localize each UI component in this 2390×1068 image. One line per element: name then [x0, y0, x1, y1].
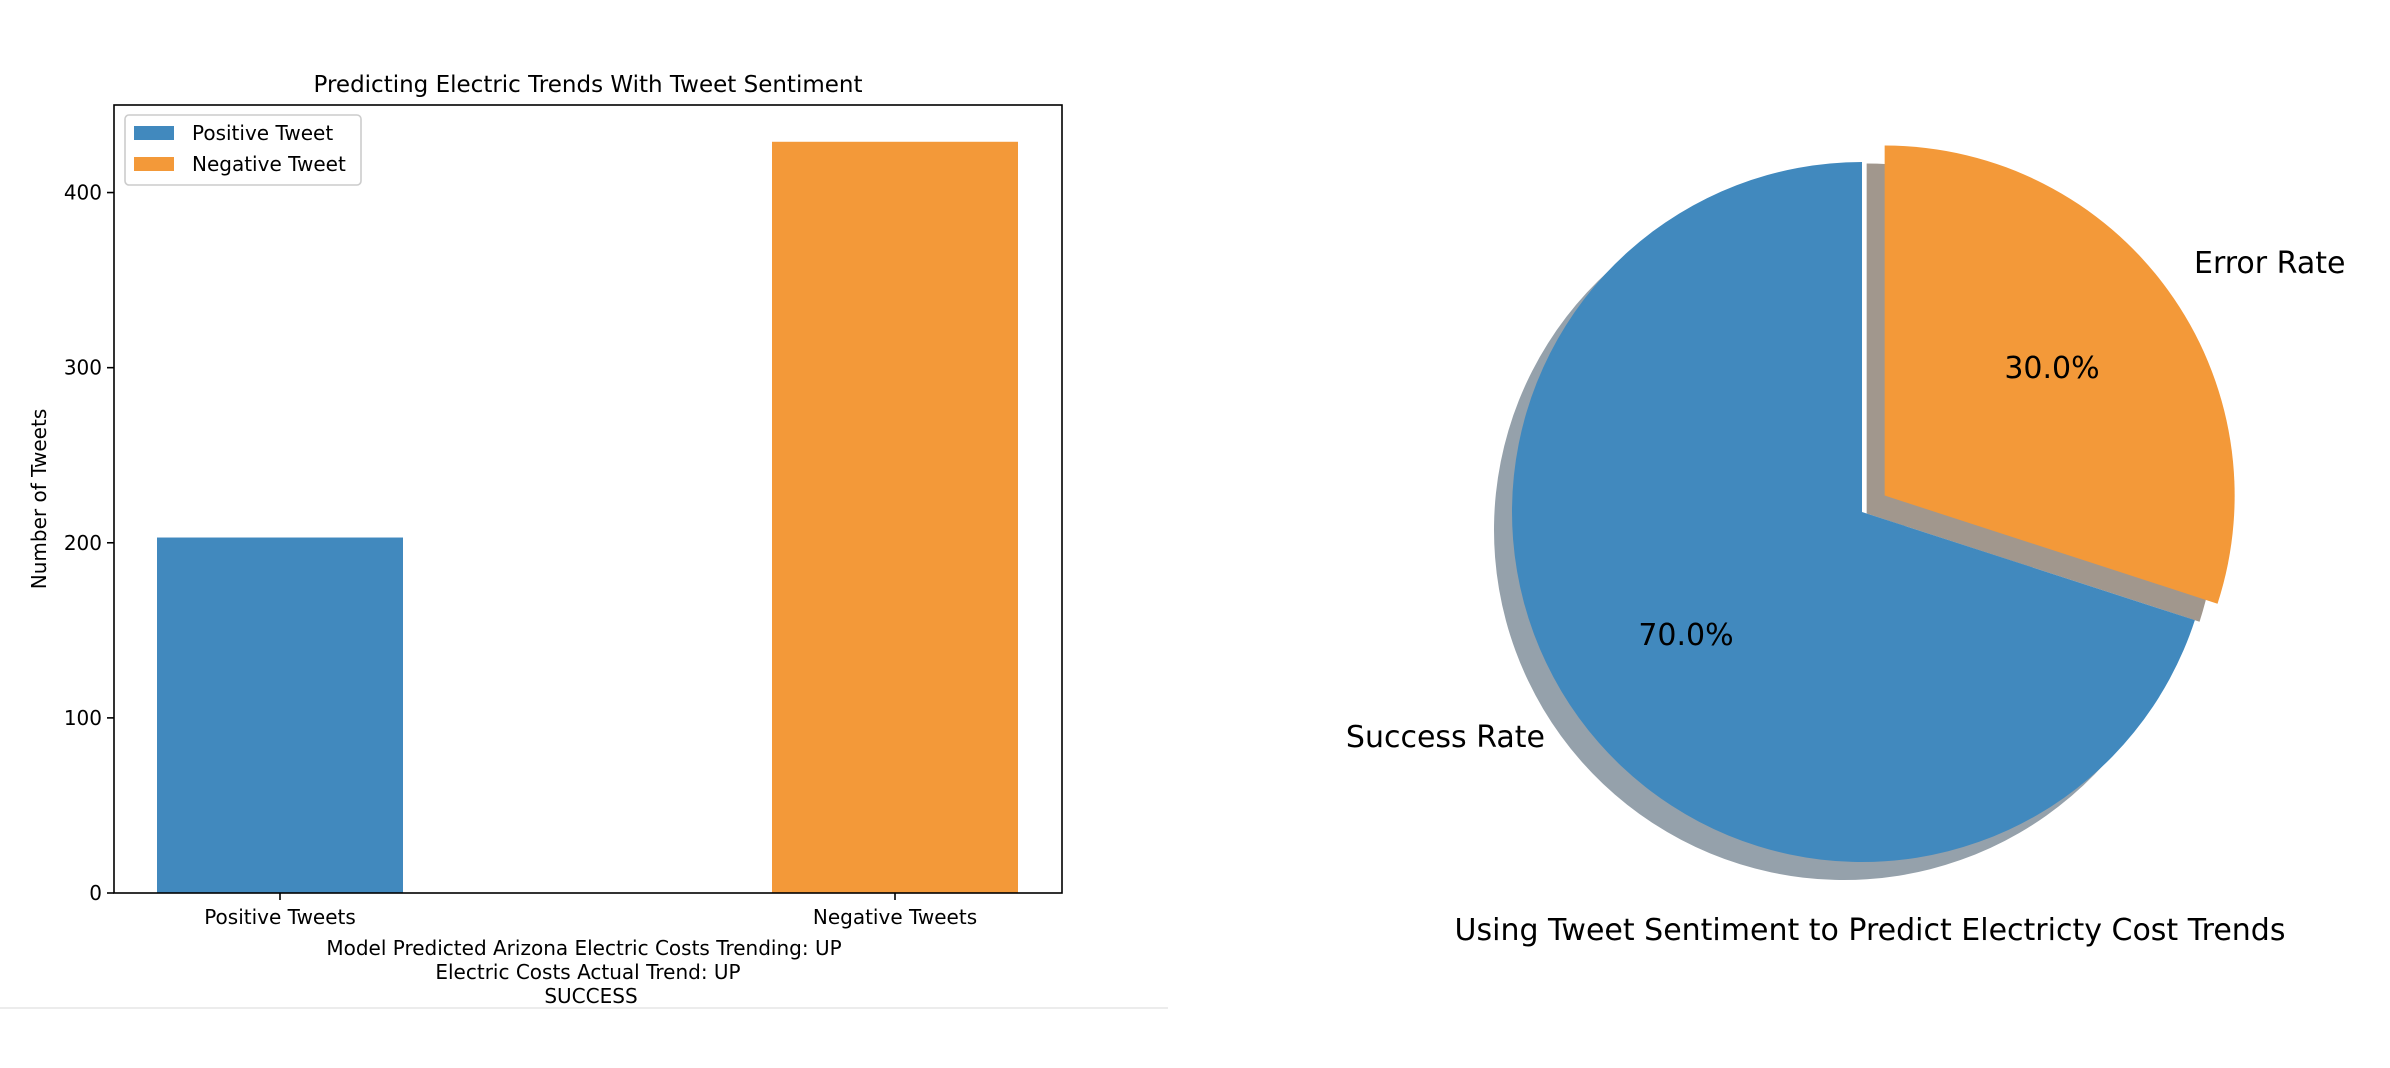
pie-slice-success-rate	[1512, 162, 2195, 863]
pie-slice-error-rate	[1884, 145, 2235, 604]
x-axis-label-line-3: SUCCESS	[544, 984, 637, 1008]
y-tick-label: 0	[89, 881, 102, 905]
bar-chart-title: Predicting Electric Trends With Tweet Se…	[314, 72, 863, 98]
legend-swatch-negative	[134, 157, 174, 171]
x-axis: Positive Tweets Negative Tweets	[204, 893, 977, 929]
pie-value-error-rate: 30.0%	[2004, 351, 2099, 386]
y-tick-label: 300	[64, 356, 102, 380]
x-axis-label-line-1: Model Predicted Arizona Electric Costs T…	[326, 936, 841, 960]
legend-label-positive: Positive Tweet	[192, 121, 333, 145]
y-tick-label: 400	[64, 181, 102, 205]
bar-marks	[157, 141, 1018, 894]
divider-line	[0, 1007, 1168, 1009]
y-tick-label: 100	[64, 706, 102, 730]
plot-area-frame	[113, 104, 1063, 894]
y-tick-label: 200	[64, 531, 102, 555]
pie-label-error-rate: Error Rate	[2194, 246, 2345, 281]
x-tick-label: Negative Tweets	[813, 905, 977, 929]
pie-label-success-rate: Success Rate	[1346, 720, 1545, 755]
x-tick-label: Positive Tweets	[204, 905, 356, 929]
x-axis-label-line-2: Electric Costs Actual Trend: UP	[435, 960, 740, 984]
bar-positive-tweets	[157, 537, 403, 893]
pie-chart-title: Using Tweet Sentiment to Predict Electri…	[1455, 913, 2286, 948]
y-axis-label: Number of Tweets	[27, 409, 51, 589]
bar-chart: Predicting Electric Trends With Tweet Se…	[27, 72, 1063, 1008]
pie-chart: Error Rate Success Rate 30.0% 70.0% Usin…	[1346, 145, 2345, 948]
legend-frame	[124, 114, 362, 186]
bar-negative-tweets	[772, 141, 1018, 894]
y-axis: 0 100 200 300 400	[64, 181, 114, 905]
pie-slices	[1512, 145, 2235, 863]
pie-value-success-rate: 70.0%	[1638, 618, 1733, 653]
legend-label-negative: Negative Tweet	[192, 152, 346, 176]
legend-swatch-positive	[134, 126, 174, 140]
legend: Positive Tweet Negative Tweet	[124, 114, 362, 186]
